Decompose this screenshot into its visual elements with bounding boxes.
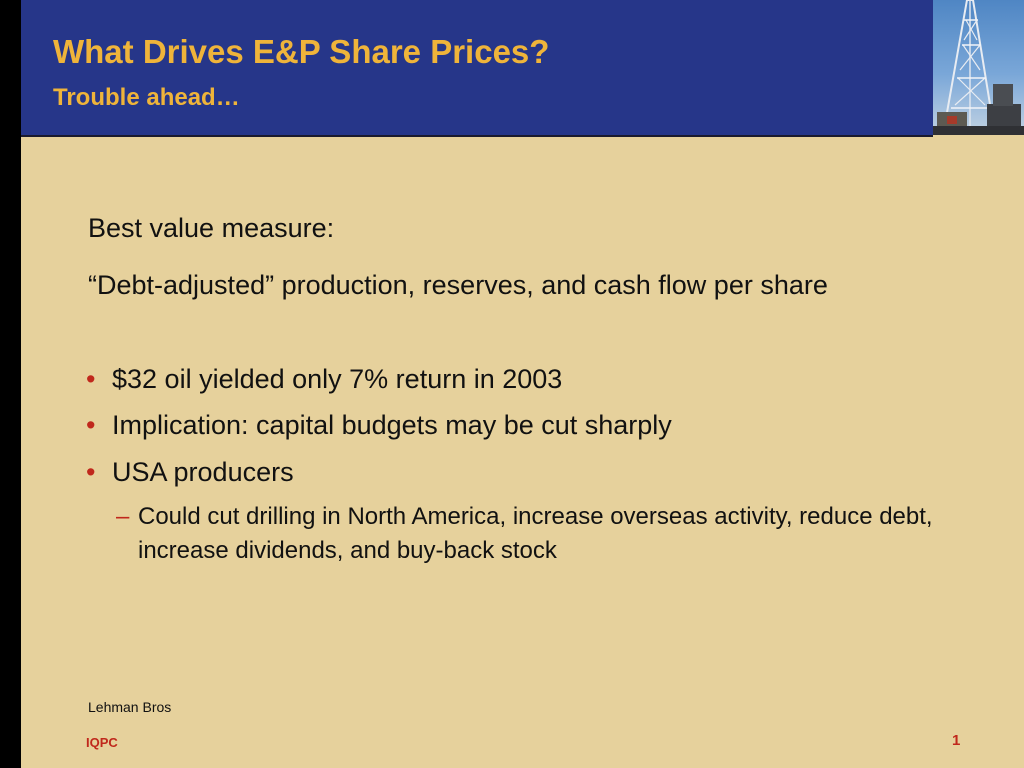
bullet-item: • Implication: capital budgets may be cut… [86, 410, 672, 441]
sub-bullet-item: – Could cut drilling in North America, i… [116, 500, 938, 568]
intro-detail: “Debt-adjusted” production, reserves, an… [88, 270, 828, 300]
left-sidebar-bar [0, 0, 21, 768]
slide-header: What Drives E&P Share Prices? Trouble ah… [21, 0, 933, 137]
bullet-text: Implication: capital budgets may be cut … [112, 410, 672, 440]
page-number: 1 [952, 732, 961, 749]
bullet-marker: • [86, 364, 96, 394]
sub-bullet-marker: – [116, 503, 130, 530]
intro-label: Best value measure: [88, 213, 335, 243]
footer-label: IQPC [86, 735, 118, 750]
bullet-text: USA producers [112, 457, 294, 487]
sub-bullet-text: Could cut drilling in North America, inc… [138, 503, 933, 564]
bullet-item: • $32 oil yielded only 7% return in 2003 [86, 364, 562, 395]
source-note: Lehman Bros [88, 699, 172, 715]
bullet-text: $32 oil yielded only 7% return in 2003 [112, 364, 563, 394]
oil-rig-icon [933, 0, 1024, 135]
bullet-marker: • [86, 410, 96, 440]
slide-subtitle: Trouble ahead… [53, 84, 240, 111]
slide-title: What Drives E&P Share Prices? [53, 33, 550, 70]
bullet-item: • USA producers [86, 457, 294, 488]
oil-rig-image [933, 0, 1024, 135]
bullet-marker: • [86, 457, 96, 487]
